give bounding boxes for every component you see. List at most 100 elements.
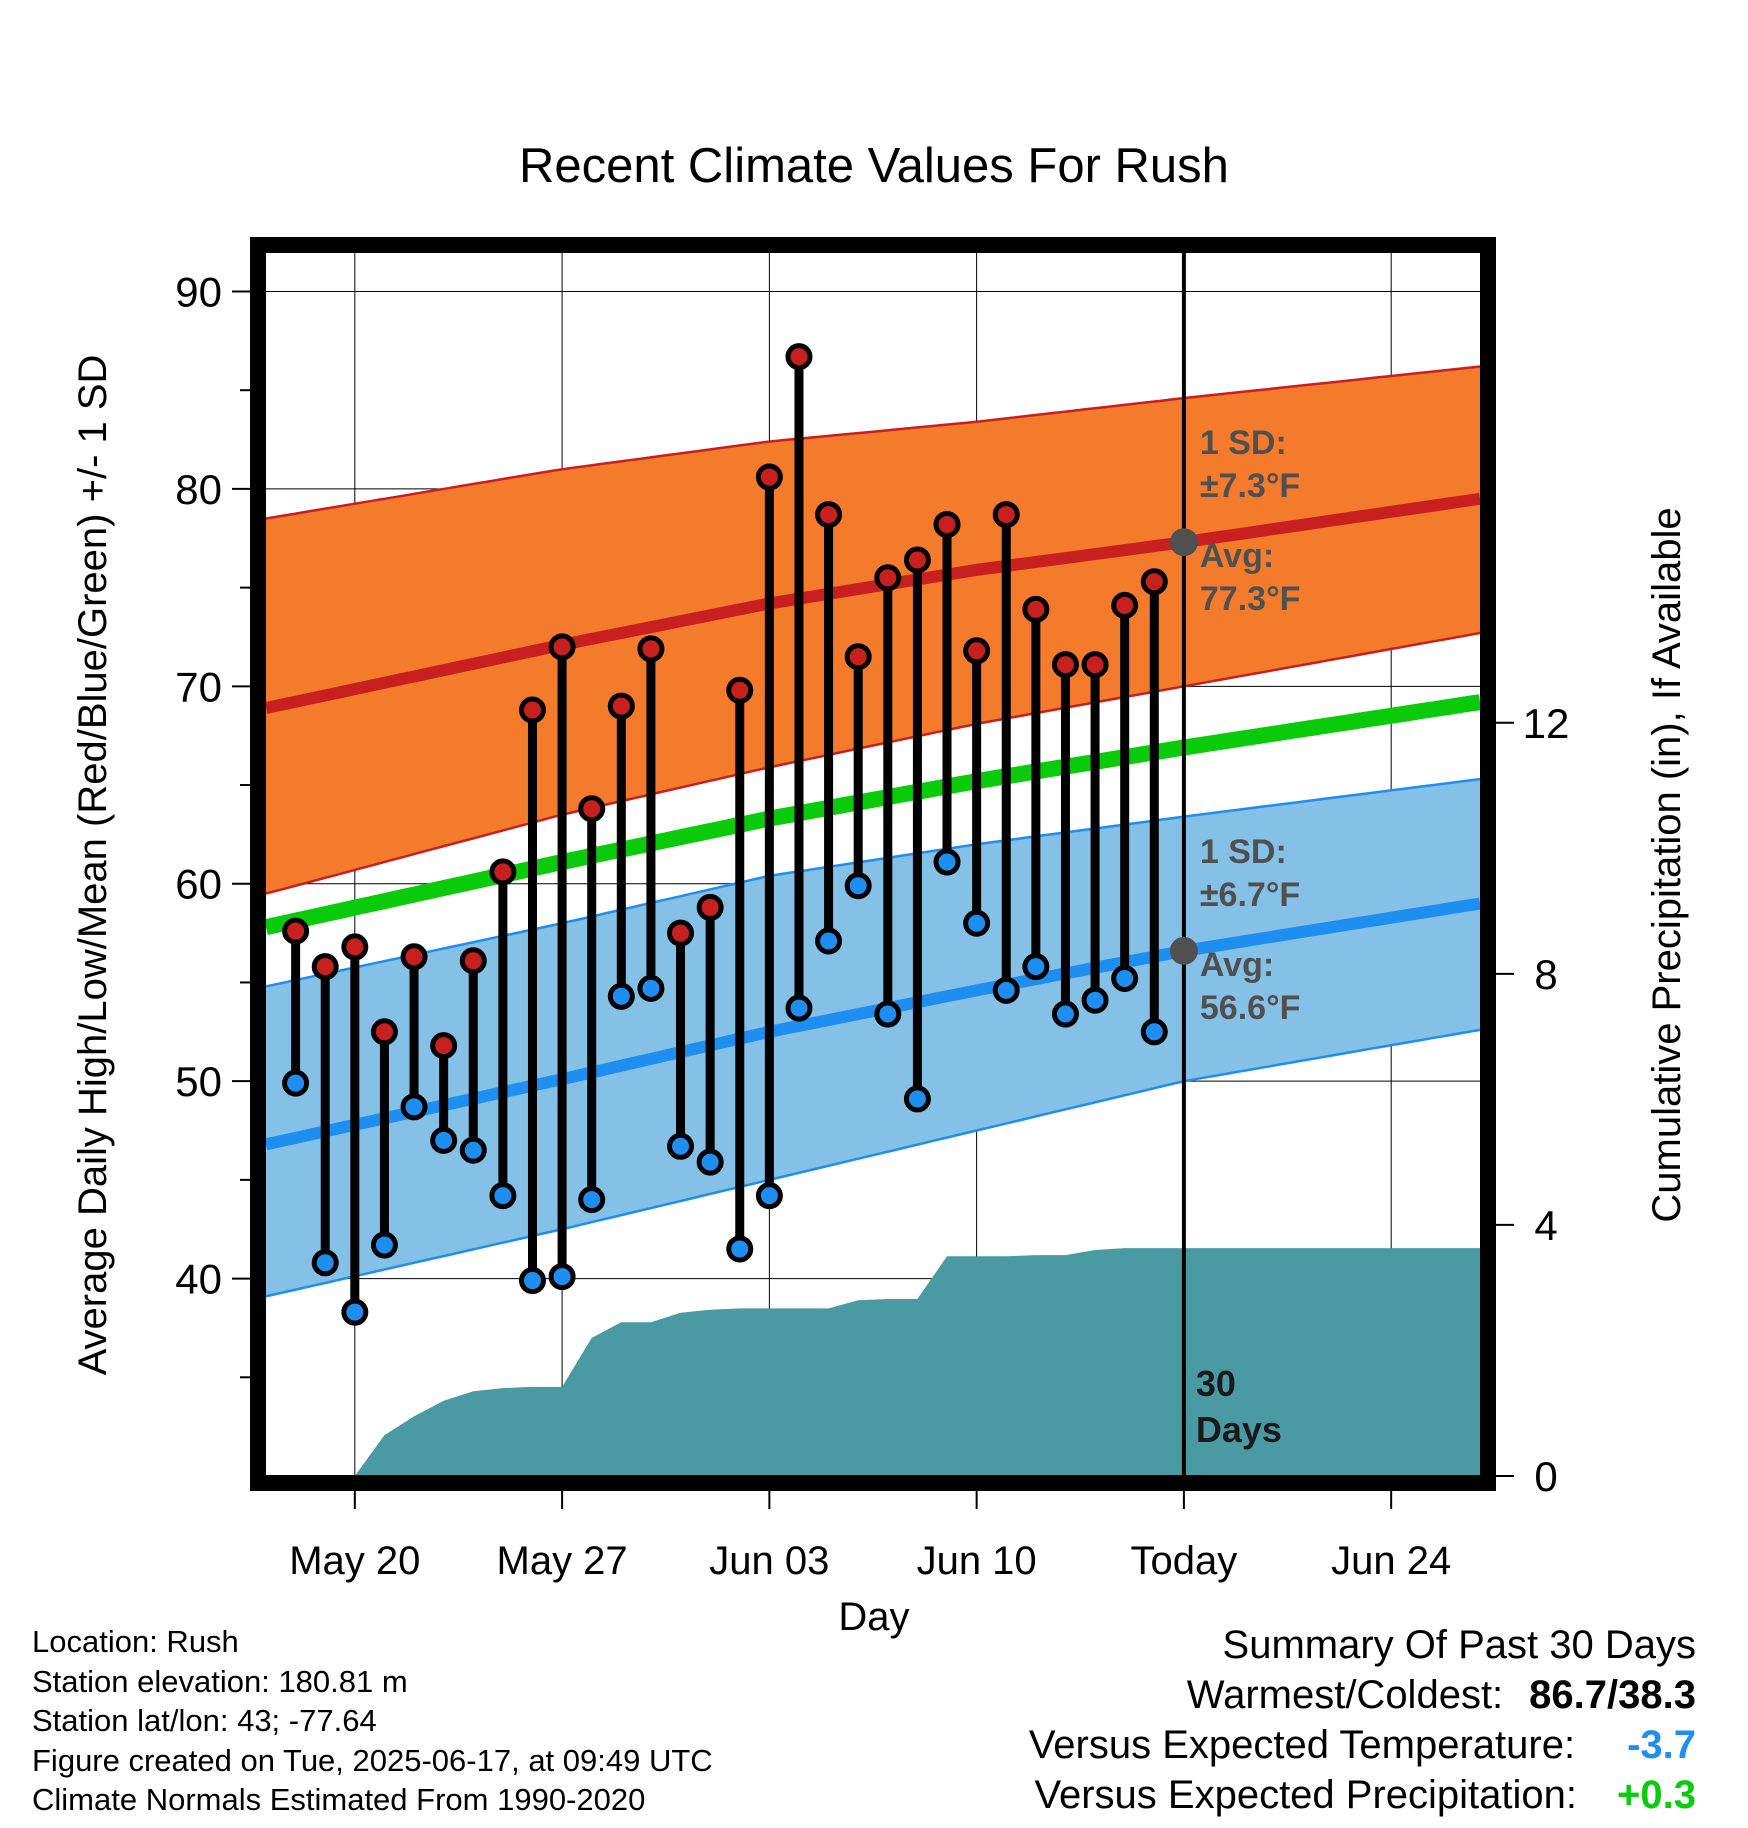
daily-high-point bbox=[489, 858, 517, 886]
high-sd-lower-line bbox=[266, 631, 1480, 895]
daily-low-point bbox=[430, 1126, 458, 1154]
daily-low-point bbox=[311, 1249, 339, 1277]
high-sd-label: 1 SD: bbox=[1200, 424, 1287, 462]
daily-high-point bbox=[815, 501, 843, 529]
y2-tick-label: 8 bbox=[1534, 951, 1557, 998]
daily-low-point bbox=[489, 1182, 517, 1210]
daily-low-point bbox=[341, 1298, 369, 1326]
y2-tick-label: 0 bbox=[1534, 1453, 1557, 1500]
precipitation-area bbox=[354, 1248, 1480, 1476]
daily-high-point bbox=[518, 696, 546, 724]
daily-high-point bbox=[370, 1018, 398, 1046]
cumulative-precip-area bbox=[354, 1248, 1480, 1476]
daily-low-point bbox=[726, 1235, 754, 1263]
high-avg-value: 77.3°F bbox=[1200, 580, 1301, 618]
warmest-coldest-row: Warmest/Coldest: 86.7/38.3 bbox=[1029, 1670, 1696, 1720]
daily-low-point bbox=[963, 909, 991, 937]
y2-axis-label: Cumulative Precipitation (in), If Availa… bbox=[1645, 507, 1689, 1222]
window-label: 30 bbox=[1196, 1363, 1236, 1404]
created-text: Figure created on Tue, 2025-06-17, at 09… bbox=[32, 1742, 713, 1778]
summary-panel: Summary Of Past 30 Days Warmest/Coldest:… bbox=[1029, 1620, 1696, 1820]
x-tick-label: May 27 bbox=[497, 1539, 628, 1583]
low-avg-label: Avg: bbox=[1200, 946, 1274, 984]
daily-low-point bbox=[370, 1231, 398, 1259]
warmest-coldest-label: Warmest/Coldest: bbox=[1186, 1673, 1504, 1717]
high-avg-label: Avg: bbox=[1200, 537, 1274, 575]
daily-low-point bbox=[903, 1085, 931, 1113]
daily-low-point bbox=[844, 872, 872, 900]
y-tick-label: 90 bbox=[175, 268, 222, 315]
daily-high-point bbox=[1022, 595, 1050, 623]
normal-bands bbox=[266, 365, 1480, 1298]
high-sd-band bbox=[266, 366, 1480, 894]
daily-high-point bbox=[459, 947, 487, 975]
daily-low-point bbox=[755, 1182, 783, 1210]
daily-low-point bbox=[282, 1069, 310, 1097]
daily-low-point bbox=[1081, 986, 1109, 1014]
y-tick-label: 60 bbox=[175, 861, 222, 908]
daily-high-point bbox=[341, 933, 369, 961]
daily-points bbox=[282, 343, 1168, 1326]
daily-high-point bbox=[667, 919, 695, 947]
elevation-text: Station elevation: 180.81 m bbox=[32, 1663, 408, 1699]
daily-low-point bbox=[1051, 1000, 1079, 1028]
daily-high-point bbox=[755, 463, 783, 491]
precip-label: Versus Expected Precipitation: bbox=[1034, 1773, 1578, 1817]
daily-low-point bbox=[696, 1148, 724, 1176]
daily-high-point bbox=[400, 943, 428, 971]
y2-tick-label: 12 bbox=[1523, 700, 1570, 747]
low-sd-lower-line bbox=[266, 1028, 1480, 1298]
high-avg-marker bbox=[1169, 528, 1198, 557]
normals-text: Climate Normals Estimated From 1990-2020 bbox=[32, 1782, 646, 1817]
daily-high-point bbox=[1081, 651, 1109, 679]
low-sd-band bbox=[266, 779, 1480, 1297]
y-axis-label: Average Daily High/Low/Mean (Red/Blue/Gr… bbox=[71, 355, 115, 1376]
daily-low-point bbox=[1140, 1018, 1168, 1046]
x-tick-label: Today bbox=[1131, 1539, 1238, 1583]
daily-low-point bbox=[578, 1186, 606, 1214]
window-label-days: Days bbox=[1196, 1409, 1282, 1450]
summary-title: Summary Of Past 30 Days bbox=[1222, 1623, 1696, 1667]
chart-title: Recent Climate Values For Rush bbox=[519, 139, 1229, 193]
daily-low-point bbox=[815, 927, 843, 955]
daily-low-point bbox=[518, 1267, 546, 1295]
low-avg-marker bbox=[1169, 936, 1198, 965]
daily-high-point bbox=[874, 564, 902, 592]
precip-value: +0.3 bbox=[1617, 1773, 1696, 1817]
daily-high-point bbox=[696, 893, 724, 921]
low-normal-line bbox=[266, 897, 1480, 1151]
location-text: Location: Rush bbox=[32, 1624, 239, 1659]
daily-high-point bbox=[578, 795, 606, 823]
temp-row: Versus Expected Temperature: -3.7 bbox=[1029, 1720, 1696, 1770]
daily-low-point bbox=[459, 1136, 487, 1164]
daily-high-point bbox=[1140, 568, 1168, 596]
y2-tick-label: 4 bbox=[1534, 1202, 1557, 1249]
axes: 40 50 60 70 80 90 0 4 8 12 May 20 May 27 Jun 03 Jun 1… bbox=[175, 268, 1569, 1583]
today-marker: 30 Days bbox=[1181, 248, 1282, 1476]
daily-low-point bbox=[1022, 953, 1050, 981]
high-sd-upper-line bbox=[266, 365, 1480, 520]
high-sd-value: ±7.3°F bbox=[1200, 467, 1300, 505]
daily-high-point bbox=[607, 692, 635, 720]
daily-high-point bbox=[637, 635, 665, 663]
daily-high-point bbox=[430, 1032, 458, 1060]
daily-high-point bbox=[963, 637, 991, 665]
y-tick-label: 50 bbox=[175, 1058, 222, 1105]
daily-low-point bbox=[785, 994, 813, 1022]
latlon-text: Station lat/lon: 43; -77.64 bbox=[32, 1703, 377, 1738]
daily-low-point bbox=[992, 976, 1020, 1004]
daily-high-point bbox=[992, 501, 1020, 529]
low-sd-label: 1 SD: bbox=[1200, 833, 1287, 871]
daily-low-point bbox=[637, 974, 665, 1002]
station-info: Location: Rush Station elevation: 180.81… bbox=[32, 1622, 713, 1820]
low-avg-value: 56.6°F bbox=[1200, 989, 1301, 1027]
low-sd-value: ±6.7°F bbox=[1200, 876, 1300, 914]
daily-high-point bbox=[1111, 591, 1139, 619]
plot-frame bbox=[250, 237, 1496, 1491]
daily-low-point bbox=[667, 1132, 695, 1160]
low-sd-upper-line bbox=[266, 777, 1480, 988]
daily-high-point bbox=[903, 546, 931, 574]
daily-low-point bbox=[548, 1263, 576, 1291]
daily-high-point bbox=[785, 343, 813, 371]
